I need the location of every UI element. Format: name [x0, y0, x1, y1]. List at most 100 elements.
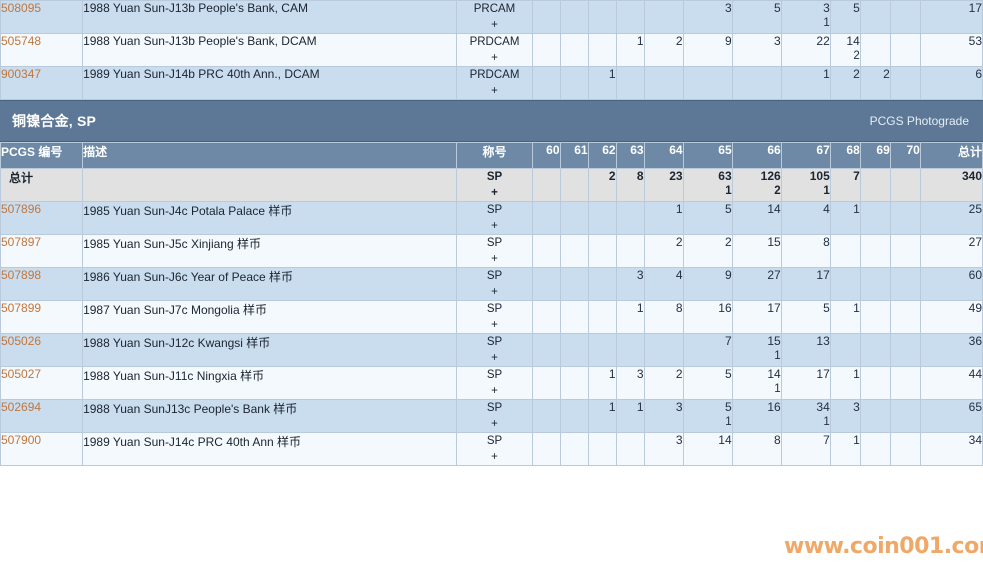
row-total: 44: [919, 366, 983, 400]
grade-cell-69: [859, 234, 891, 268]
column-header-pcgs-no[interactable]: PCGS 编号: [0, 142, 84, 169]
grade-cell-64: 2: [643, 234, 684, 268]
grade-cell-70: [889, 168, 921, 202]
column-header-grade-65[interactable]: 65: [682, 142, 733, 169]
grade-cell-61: [559, 300, 589, 334]
grade-cell-65: 2: [682, 234, 733, 268]
coin-description: 1988 Yuan SunJ13c People's Bank 样币: [82, 399, 458, 433]
photograde-link[interactable]: PCGS Photograde: [869, 114, 969, 128]
designation-cell: SP +: [456, 366, 533, 400]
designation-cell: SP +: [456, 267, 533, 301]
grade-cell-64: 4: [643, 267, 684, 301]
grade-cell-62: [587, 0, 617, 34]
grade-cell-66: 14 1: [731, 366, 782, 400]
grade-cell-66: 5: [731, 0, 782, 34]
grade-count: 2: [608, 169, 616, 184]
pcgs-number-link[interactable]: 502694: [0, 399, 84, 433]
pcgs-number-link[interactable]: 900347: [0, 66, 84, 100]
grade-count: 14: [718, 433, 732, 448]
column-header-grade-62[interactable]: 62: [587, 142, 617, 169]
grade-cell-63: 3: [615, 267, 645, 301]
grade-cell-60: [531, 66, 561, 100]
designation-cell: SP +: [456, 432, 533, 466]
row-total: 17: [919, 0, 983, 34]
pcgs-number-link[interactable]: 505027: [0, 366, 84, 400]
grade-cell-65: 9: [682, 267, 733, 301]
column-header-grade-70[interactable]: 70: [889, 142, 921, 169]
grade-cell-66: 16: [731, 399, 782, 433]
row-total: 60: [919, 267, 983, 301]
table-row: 505748 1988 Yuan Sun-J13b People's Bank, …: [0, 33, 983, 67]
grade-cell-62: 1: [587, 399, 617, 433]
column-header-grade-63[interactable]: 63: [615, 142, 645, 169]
row-total: 6: [919, 66, 983, 100]
grade-count: 1: [853, 301, 860, 316]
pcgs-number-link[interactable]: 507900: [0, 432, 84, 466]
grade-count: 3: [724, 1, 732, 16]
grade-cell-66: 3: [731, 33, 782, 67]
coin-description: 1985 Yuan Sun-J4c Potala Palace 样币: [82, 201, 458, 235]
designation-cell: SP +: [456, 399, 533, 433]
grade-count: 3: [774, 34, 781, 49]
grade-cell-62: [587, 33, 617, 67]
grade-count: 2: [853, 67, 860, 82]
column-header-grade-68[interactable]: 68: [829, 142, 861, 169]
grade-count: 2: [675, 367, 683, 382]
grade-count: 16: [718, 301, 732, 316]
pcgs-number-link[interactable]: 507898: [0, 267, 84, 301]
pcgs-number-link[interactable]: 507896: [0, 201, 84, 235]
designation-cell: PRDCAM +: [456, 66, 533, 100]
table-row: 507896 1985 Yuan Sun-J4c Potala Palace 样币…: [0, 201, 983, 235]
grade-count: 2: [675, 34, 683, 49]
grade-cell-66: [731, 66, 782, 100]
grade-cell-61: [559, 333, 589, 367]
designation-label: SP: [486, 303, 503, 315]
row-total: 65: [919, 399, 983, 433]
grade-count: 5: [724, 367, 732, 382]
grade-count: 7: [853, 169, 860, 184]
column-header-grade-61[interactable]: 61: [559, 142, 589, 169]
pcgs-number-link[interactable]: 507899: [0, 300, 84, 334]
coin-description: 1988 Yuan Sun-J11c Ningxia 样币: [82, 366, 458, 400]
pcgs-number-link[interactable]: 505748: [0, 33, 84, 67]
grade-cell-67: 5: [780, 300, 831, 334]
grade-cell-66: 27: [731, 267, 782, 301]
grade-cell-68: 5: [829, 0, 861, 34]
column-header-grade-64[interactable]: 64: [643, 142, 684, 169]
grade-cell-61: [559, 234, 589, 268]
row-total: 340: [919, 168, 983, 202]
grade-plus-count: 1: [725, 416, 732, 428]
grade-cell-67: 7: [780, 432, 831, 466]
grade-cell-67: 1: [780, 66, 831, 100]
pcgs-number-link[interactable]: 508095: [0, 0, 84, 34]
pcgs-number-link[interactable]: 507897: [0, 234, 84, 268]
pcgs-number-link[interactable]: 505026: [0, 333, 84, 367]
column-header-grade-66[interactable]: 66: [731, 142, 782, 169]
column-header-total[interactable]: 总计: [919, 142, 983, 169]
grade-cell-61: [559, 201, 589, 235]
designation-plus: +: [491, 19, 498, 31]
grade-cell-69: [859, 0, 891, 34]
totals-label: 总计: [0, 168, 84, 202]
grade-cell-63: [615, 0, 645, 34]
grade-plus-count: 2: [853, 50, 860, 62]
row-total: 53: [919, 33, 983, 67]
site-watermark: www.coin001.com: [784, 534, 983, 559]
column-header-grade-67[interactable]: 67: [780, 142, 831, 169]
grade-count: 2: [883, 67, 890, 82]
grade-cell-63: 1: [615, 33, 645, 67]
grade-cell-70: [889, 432, 921, 466]
grade-cell-70: [889, 300, 921, 334]
table-row: 总计 SP +2 8 23 63 1 126 2 105 1 7 340: [0, 168, 983, 202]
column-header-grade-60[interactable]: 60: [531, 142, 561, 169]
grade-cell-66: 15 1: [731, 333, 782, 367]
column-header-description[interactable]: 描述: [82, 142, 458, 169]
column-header-grade-69[interactable]: 69: [859, 142, 891, 169]
grade-count: 1: [853, 433, 860, 448]
grade-cell-65: 5: [682, 201, 733, 235]
column-header-designation[interactable]: 称号: [456, 142, 533, 169]
grade-count: 16: [767, 400, 781, 415]
designation-plus: +: [491, 352, 498, 364]
grade-count: 15: [767, 334, 781, 349]
